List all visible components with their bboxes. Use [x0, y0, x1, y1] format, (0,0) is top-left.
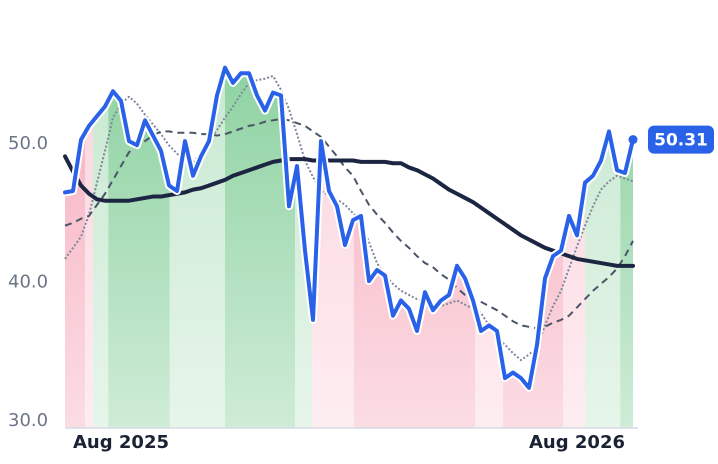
lines	[61, 63, 637, 392]
x-tick-label: Aug 2025	[73, 432, 169, 453]
moving-average-line	[63, 154, 635, 268]
price-line	[63, 65, 635, 390]
y-tick-label: 50.0	[8, 133, 48, 154]
last-point	[628, 135, 638, 145]
last-value-badge	[648, 125, 714, 154]
y-tick-label: 40.0	[8, 271, 48, 292]
y-tick-label: 30.0	[8, 410, 48, 431]
x-tick-label: Aug 2026	[529, 432, 625, 453]
last-value-label: 50.31	[654, 131, 708, 151]
